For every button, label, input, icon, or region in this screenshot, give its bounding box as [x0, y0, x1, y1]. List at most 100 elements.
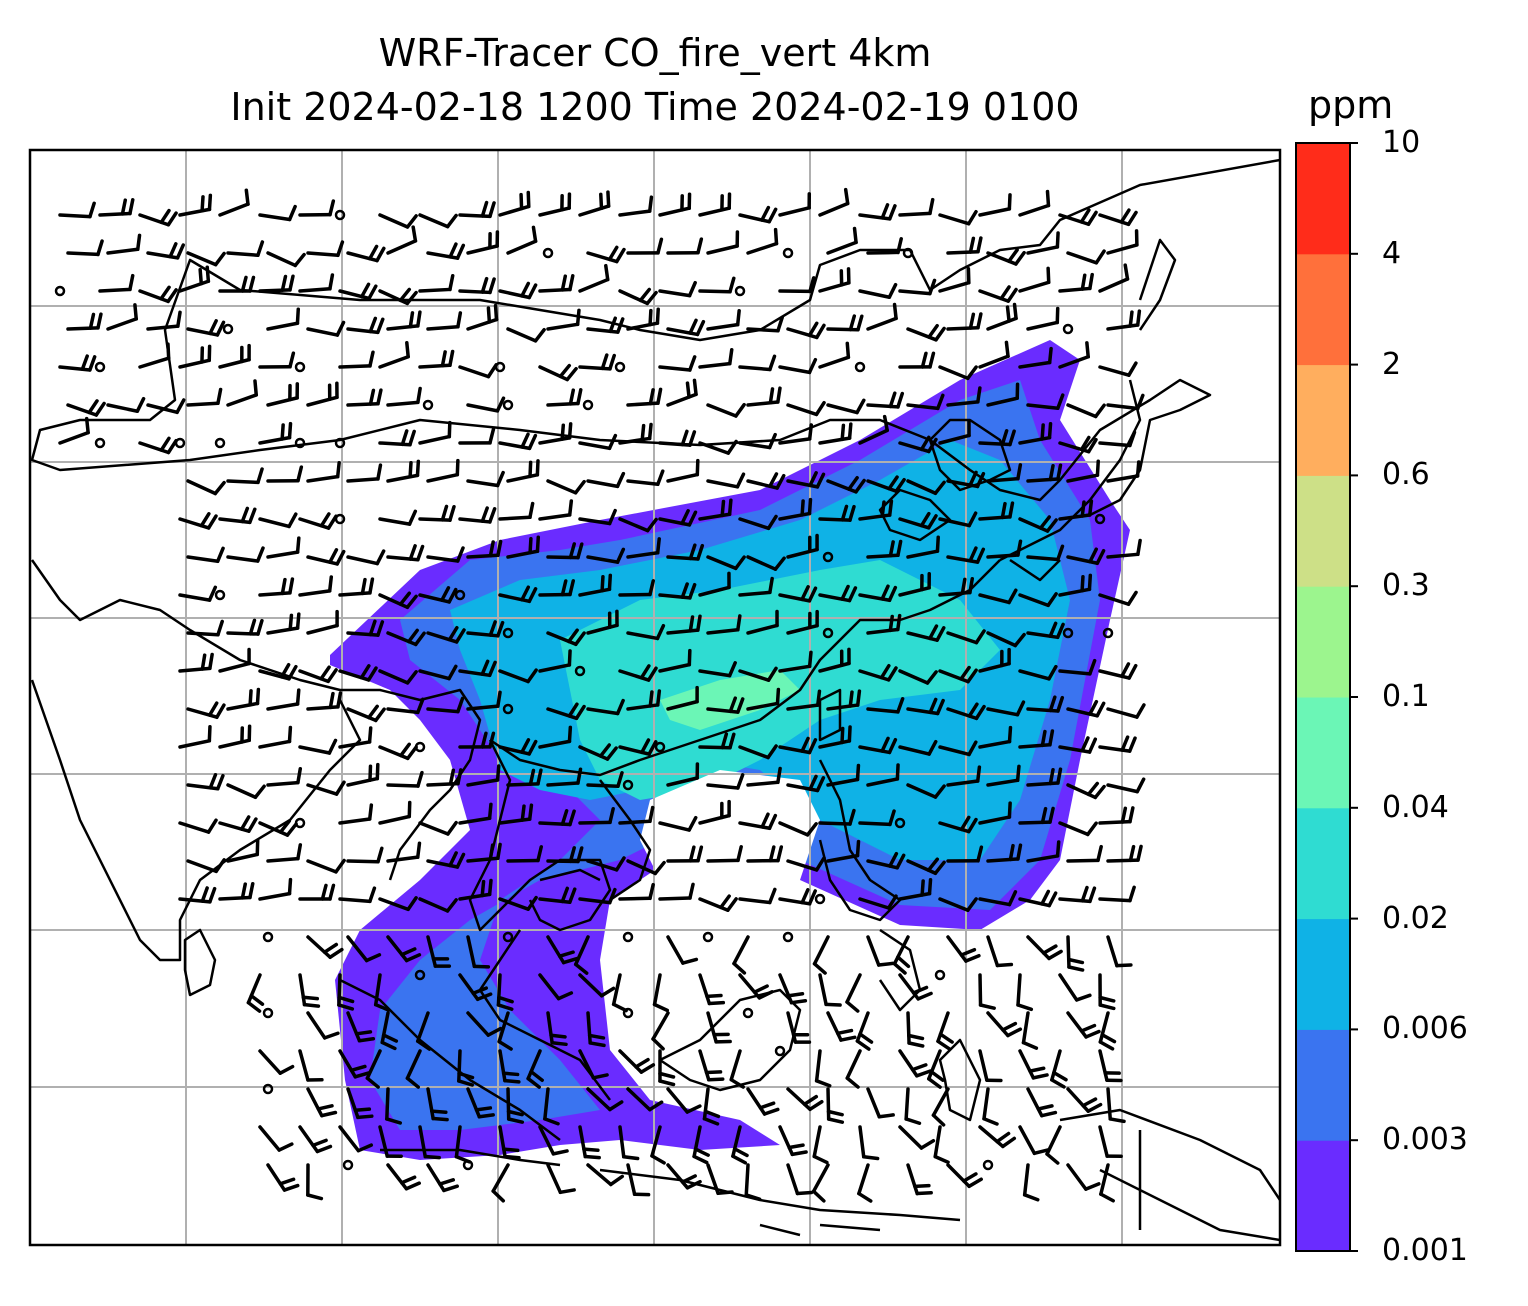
wind-barb [978, 193, 1012, 217]
wind-barb [66, 399, 106, 417]
wind-barb [738, 744, 778, 760]
wind-barb [418, 897, 458, 913]
wind-barb [458, 731, 496, 749]
wind-barb [58, 201, 96, 219]
wind-barb [538, 1125, 569, 1156]
wind-barb [578, 806, 615, 825]
wind-barb [498, 585, 538, 604]
wind-barb [982, 1087, 999, 1126]
wind-barb [426, 1087, 449, 1122]
wind-barb [466, 303, 499, 331]
wind-barb [346, 846, 384, 864]
wind-barb [986, 935, 1014, 968]
wind-barb [498, 190, 531, 217]
wind-barb [138, 342, 171, 369]
wind-barb [498, 501, 535, 521]
wind-barb [626, 1163, 651, 1197]
wind-barb [1018, 266, 1051, 293]
calm-wind-marker [214, 437, 226, 449]
wind-barb [186, 387, 223, 407]
wind-barb [626, 537, 661, 559]
wind-barb [458, 363, 498, 379]
wind-barb [386, 628, 426, 647]
wind-barb [778, 423, 814, 445]
wind-barb [738, 666, 778, 682]
wind-barb [858, 1125, 880, 1161]
calm-wind-marker [934, 969, 946, 981]
wind-barb [418, 820, 458, 836]
wind-barb [1018, 806, 1055, 825]
wind-barb [826, 314, 864, 332]
wind-barb [946, 546, 986, 564]
wind-barb [1066, 699, 1106, 718]
wind-barb [226, 783, 266, 799]
wind-barb [946, 236, 983, 255]
wind-barb [666, 845, 704, 863]
wind-barb [906, 479, 946, 496]
wind-barb [538, 886, 577, 904]
wind-barb [978, 973, 996, 1010]
wind-barb [746, 1087, 780, 1116]
coast-sumatra [339, 978, 561, 1167]
wind-barb [898, 1125, 936, 1150]
calm-wind-marker [742, 1007, 754, 1019]
wind-barb [898, 572, 931, 597]
wind-barb [586, 1163, 625, 1187]
wind-barb [1016, 973, 1034, 1012]
wind-barb [906, 393, 945, 411]
calm-wind-marker [1094, 513, 1106, 525]
wind-barb [378, 213, 418, 229]
calm-wind-marker [622, 931, 634, 943]
wind-barb [812, 935, 830, 975]
wind-barb [546, 479, 586, 495]
wind-barb [538, 192, 572, 217]
wind-barb [746, 315, 784, 333]
colorbar-tick-label: 0.6 [1382, 457, 1430, 493]
wind-barb [811, 1163, 830, 1203]
wind-barb [826, 1011, 857, 1042]
wind-barb [426, 242, 466, 260]
wind-barb [586, 698, 625, 716]
wind-barb [306, 548, 346, 566]
wind-barb [1045, 1125, 1062, 1165]
wind-barb [378, 509, 418, 526]
wind-barb [738, 887, 777, 905]
wind-barb [946, 312, 983, 331]
wind-barb [1098, 1049, 1123, 1083]
wind-barb [386, 1163, 421, 1191]
wind-barb [738, 514, 778, 531]
calm-wind-marker [174, 437, 186, 449]
wind-barb [578, 743, 618, 761]
wind-barb [892, 935, 911, 975]
calm-wind-marker [214, 589, 226, 601]
wind-barb [986, 248, 1026, 266]
wind-barb [618, 579, 655, 597]
wind-barb [666, 1163, 702, 1190]
calm-wind-marker [774, 1045, 786, 1057]
coast-borneo [658, 988, 802, 1092]
wind-barb [826, 398, 866, 415]
wind-barb [626, 689, 662, 711]
wind-barb [586, 471, 626, 489]
wind-barb [746, 386, 782, 407]
wind-barb [778, 585, 818, 603]
wind-barb [218, 343, 251, 369]
wind-barb [866, 391, 905, 409]
colorbar-tick-label: 4 [1382, 235, 1402, 271]
calm-wind-marker [294, 817, 306, 829]
wind-barb [66, 239, 104, 257]
wind-barb [338, 282, 378, 301]
wind-barb [186, 546, 225, 564]
wind-barb [418, 664, 458, 681]
wind-barb [786, 400, 826, 417]
wind-barb [178, 265, 211, 293]
wind-barb [658, 429, 697, 447]
wind-barb [978, 340, 1010, 369]
wind-barb [426, 626, 466, 644]
wind-barb [978, 285, 1018, 303]
wind-barb [658, 509, 698, 527]
wind-barb [346, 549, 386, 566]
wind-barb [346, 619, 385, 637]
wind-barb [498, 432, 538, 451]
wind-barb [1021, 1011, 1039, 1050]
